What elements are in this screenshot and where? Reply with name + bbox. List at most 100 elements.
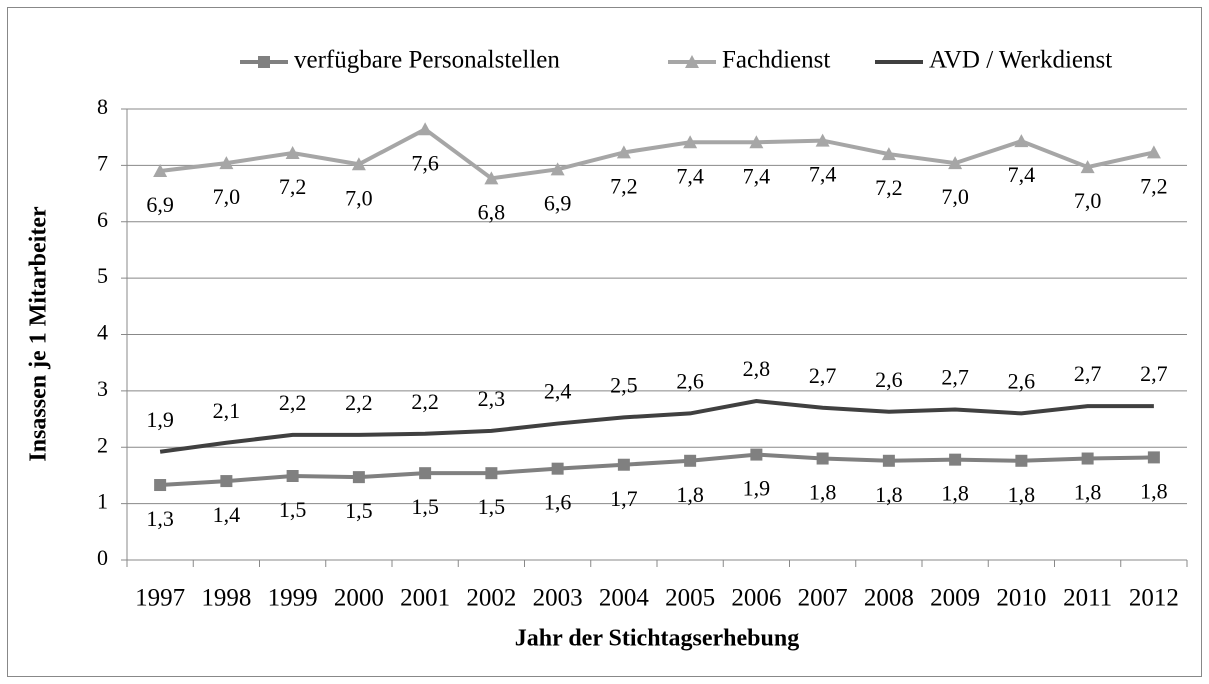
data-label: 6,9 bbox=[146, 192, 174, 217]
data-label: 1,8 bbox=[875, 482, 903, 507]
data-point bbox=[816, 452, 829, 465]
data-point bbox=[485, 467, 498, 480]
data-point bbox=[948, 156, 963, 170]
data-label: 2,7 bbox=[1140, 361, 1168, 386]
y-tick-label: 2 bbox=[97, 432, 108, 457]
data-label: 2,5 bbox=[610, 372, 638, 397]
data-point bbox=[684, 454, 697, 467]
data-point bbox=[220, 475, 233, 488]
data-label: 1,5 bbox=[411, 494, 439, 519]
data-label: 1,8 bbox=[1008, 482, 1036, 507]
data-label: 1,5 bbox=[345, 498, 373, 523]
data-label: 6,8 bbox=[478, 199, 506, 224]
x-tick-label: 2009 bbox=[930, 585, 980, 612]
data-label: 1,4 bbox=[213, 502, 241, 527]
data-point bbox=[815, 133, 830, 147]
x-tick-label: 2010 bbox=[996, 585, 1046, 612]
data-point bbox=[881, 147, 896, 161]
data-label: 7,0 bbox=[1074, 188, 1102, 213]
data-point bbox=[1015, 454, 1028, 467]
data-label: 7,4 bbox=[1008, 162, 1036, 187]
data-point bbox=[1081, 452, 1094, 465]
y-tick-label: 0 bbox=[97, 545, 108, 570]
x-tick-label: 2008 bbox=[864, 585, 914, 612]
chart-border bbox=[7, 7, 1202, 677]
data-label: 1,9 bbox=[743, 476, 771, 501]
data-label: 7,2 bbox=[1140, 173, 1168, 198]
x-tick-label: 2006 bbox=[731, 585, 781, 612]
data-label: 2,2 bbox=[411, 389, 439, 414]
data-point bbox=[617, 458, 630, 471]
y-tick-label: 6 bbox=[97, 207, 108, 232]
data-label: 2,7 bbox=[1074, 361, 1102, 386]
data-label: 7,2 bbox=[279, 174, 307, 199]
data-label: 2,8 bbox=[743, 356, 771, 381]
data-point bbox=[749, 135, 764, 149]
data-point bbox=[219, 156, 234, 170]
x-tick-label: 2011 bbox=[1063, 585, 1112, 612]
data-point bbox=[1147, 451, 1160, 464]
data-label: 2,4 bbox=[544, 379, 572, 404]
series-line bbox=[159, 399, 1154, 454]
x-tick-label: 2002 bbox=[466, 585, 516, 612]
data-point bbox=[616, 145, 631, 159]
data-point bbox=[1014, 134, 1029, 148]
data-label: 1,8 bbox=[1074, 480, 1102, 505]
data-label: 7,4 bbox=[809, 162, 837, 187]
data-label: 2,6 bbox=[1008, 368, 1036, 393]
data-label: 6,9 bbox=[544, 190, 572, 215]
data-point bbox=[419, 467, 432, 480]
data-label: 1,8 bbox=[1140, 478, 1168, 503]
data-label: 2,7 bbox=[809, 363, 837, 388]
x-tick-label: 2003 bbox=[533, 585, 583, 612]
data-point bbox=[750, 448, 763, 461]
data-point bbox=[351, 157, 366, 171]
data-label: 7,2 bbox=[875, 175, 903, 200]
data-label: 2,6 bbox=[676, 368, 704, 393]
data-label: 7,0 bbox=[345, 185, 373, 210]
data-point bbox=[418, 122, 433, 136]
data-label: 7,4 bbox=[743, 163, 771, 188]
x-tick-label: 2012 bbox=[1129, 585, 1179, 612]
data-point bbox=[1146, 145, 1161, 159]
data-point bbox=[352, 471, 365, 484]
data-point bbox=[550, 162, 565, 176]
data-label: 7,4 bbox=[676, 163, 704, 188]
legend-label: AVD / Werkdienst bbox=[929, 47, 1112, 74]
data-label: 2,1 bbox=[213, 398, 241, 423]
data-label: 7,6 bbox=[411, 150, 439, 175]
data-label: 2,6 bbox=[875, 367, 903, 392]
y-tick-label: 3 bbox=[97, 376, 108, 401]
x-tick-label: 2004 bbox=[599, 585, 650, 612]
y-tick-label: 8 bbox=[97, 94, 108, 119]
legend-label: verfügbare Personalstellen bbox=[294, 47, 560, 74]
data-label: 1,7 bbox=[610, 486, 638, 511]
data-point bbox=[949, 453, 962, 466]
y-tick-label: 7 bbox=[97, 150, 108, 175]
data-point bbox=[551, 462, 564, 475]
y-axis-label: Insassen je 1 Mitarbeiter bbox=[26, 206, 52, 462]
data-point bbox=[285, 145, 300, 159]
legend-marker bbox=[258, 56, 270, 68]
data-label: 1,5 bbox=[478, 494, 506, 519]
data-label: 1,5 bbox=[279, 497, 307, 522]
data-point bbox=[1080, 160, 1095, 174]
data-label: 2,3 bbox=[478, 386, 506, 411]
data-label: 7,0 bbox=[941, 184, 969, 209]
data-point bbox=[683, 135, 698, 149]
x-tick-label: 1998 bbox=[201, 585, 251, 612]
legend-label: Fachdienst bbox=[722, 47, 830, 74]
y-tick-label: 4 bbox=[97, 320, 108, 345]
legend-marker bbox=[685, 55, 699, 68]
data-label: 2,2 bbox=[345, 390, 373, 415]
y-tick-label: 5 bbox=[97, 263, 108, 288]
data-point bbox=[484, 171, 499, 185]
data-point bbox=[154, 479, 167, 492]
x-tick-label: 2000 bbox=[334, 585, 384, 612]
x-tick-label: 2007 bbox=[798, 585, 848, 612]
data-label: 7,0 bbox=[213, 184, 241, 209]
data-label: 1,8 bbox=[809, 480, 837, 505]
data-label: 1,6 bbox=[544, 490, 572, 515]
data-label: 1,8 bbox=[676, 482, 704, 507]
